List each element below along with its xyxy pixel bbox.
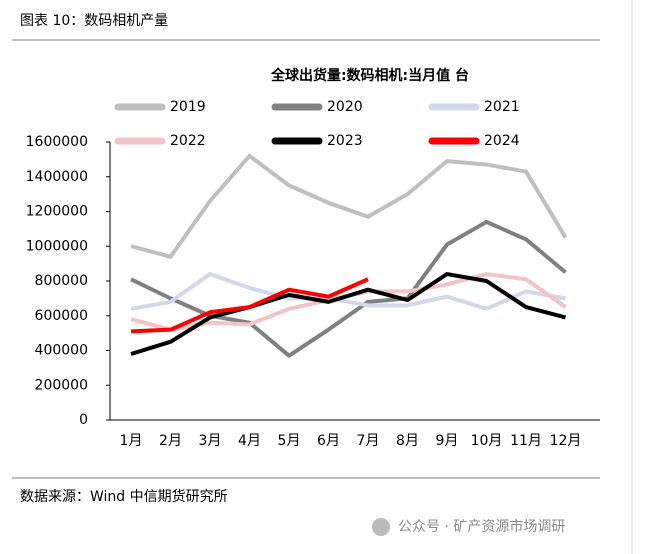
series-line — [130, 277, 369, 334]
x-tick-label: 1月 — [120, 433, 143, 449]
y-tick-label: 1400000 — [26, 169, 88, 185]
wechat-icon — [372, 518, 390, 536]
series-line — [130, 272, 566, 311]
y-tick-label: 200000 — [35, 377, 88, 393]
x-tick-label: 9月 — [436, 433, 459, 449]
legend-label: 2020 — [327, 99, 363, 115]
x-tick-label: 10月 — [471, 433, 503, 449]
x-tick-label: 3月 — [199, 433, 222, 449]
legend-label: 2023 — [327, 133, 363, 149]
legend-label: 2019 — [170, 99, 206, 115]
x-tick-label: 2月 — [159, 433, 182, 449]
series-line — [130, 272, 567, 356]
legend-label: 2022 — [170, 133, 206, 149]
header-title: 图表 10：数码相机产量 — [20, 13, 168, 29]
x-tick-label: 8月 — [396, 433, 419, 449]
y-tick-label: 1000000 — [26, 238, 88, 254]
series-line — [130, 153, 568, 259]
legend-label: 2021 — [484, 99, 520, 115]
y-tick-label: 1600000 — [26, 134, 88, 150]
y-tick-label: 600000 — [35, 308, 88, 324]
y-tick-label: 0 — [79, 412, 88, 428]
chart-title: 全球出货量:数码相机:当月值 台 — [270, 67, 469, 84]
watermark: 公众号 · 矿产资源市场调研 — [398, 518, 565, 535]
x-tick-label: 5月 — [278, 433, 301, 449]
x-tick-label: 4月 — [238, 433, 261, 449]
y-tick-label: 800000 — [35, 273, 88, 289]
legend-label: 2024 — [484, 133, 520, 149]
series-line — [130, 219, 567, 358]
y-tick-label: 400000 — [35, 343, 88, 359]
x-tick-label: 11月 — [510, 433, 542, 449]
y-tick-label: 1200000 — [26, 204, 88, 220]
x-tick-label: 6月 — [317, 433, 340, 449]
x-tick-label: 12月 — [550, 433, 582, 449]
source: 数据来源：Wind 中信期货研究所 — [20, 488, 228, 505]
x-tick-label: 7月 — [357, 433, 380, 449]
